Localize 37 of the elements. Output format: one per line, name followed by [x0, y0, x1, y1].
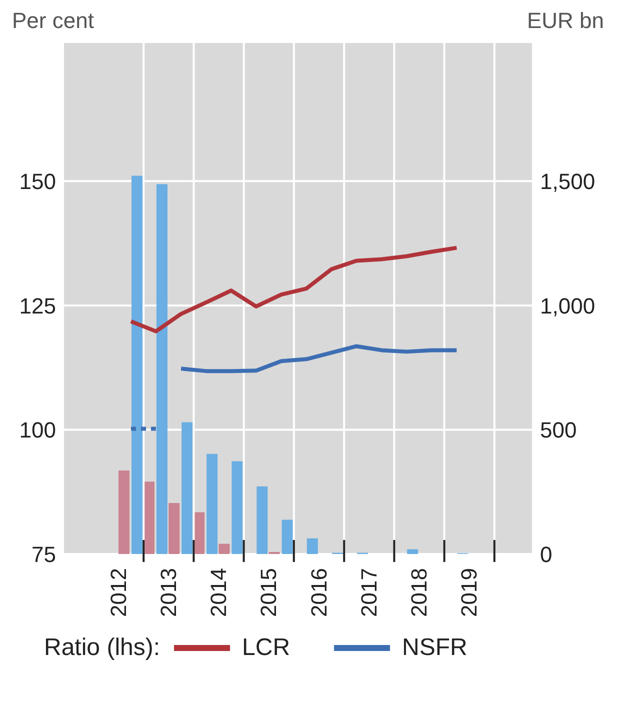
- bar: [131, 176, 142, 554]
- x-tick-label: 2012: [106, 568, 131, 617]
- legend-label: NSFR: [402, 634, 468, 662]
- bar: [168, 503, 180, 554]
- bar: [282, 520, 293, 554]
- x-tick-label: 2015: [256, 568, 282, 617]
- line-series: [179, 344, 459, 374]
- y-tick-label: 75: [32, 542, 56, 567]
- bar: [156, 184, 168, 554]
- x-tick-label: 2017: [356, 568, 382, 617]
- y2-tick-label: 0: [540, 542, 552, 567]
- y-axis-title: Per cent: [12, 8, 94, 34]
- legend-label: LCR: [242, 634, 290, 662]
- x-tick-label: 2016: [306, 568, 332, 617]
- x-tick-label: 2018: [406, 568, 432, 617]
- y2-tick-label: 1,000: [540, 293, 596, 318]
- y2-axis-title: EUR bn: [526, 8, 604, 34]
- x-tick-label: 2013: [156, 568, 181, 617]
- x-tick-label: 2019: [456, 568, 482, 617]
- bar: [232, 461, 243, 554]
- line-series: [128, 246, 459, 334]
- bar: [206, 454, 218, 554]
- y-tick-label: 150: [19, 168, 56, 194]
- y-tick-label: 100: [19, 418, 56, 443]
- bar: [182, 422, 193, 554]
- bar: [143, 482, 154, 554]
- bar: [306, 538, 318, 554]
- y2-tick-label: 1,500: [540, 168, 596, 194]
- bar: [407, 549, 418, 554]
- bar: [256, 486, 268, 554]
- y2-tick-label: 500: [540, 418, 577, 443]
- bar: [218, 544, 230, 554]
- bar: [194, 512, 205, 554]
- legend-title: Ratio (lhs):: [44, 634, 160, 662]
- bar: [118, 470, 130, 554]
- x-tick-label: 2014: [206, 568, 232, 617]
- y-tick-label: 125: [19, 293, 56, 318]
